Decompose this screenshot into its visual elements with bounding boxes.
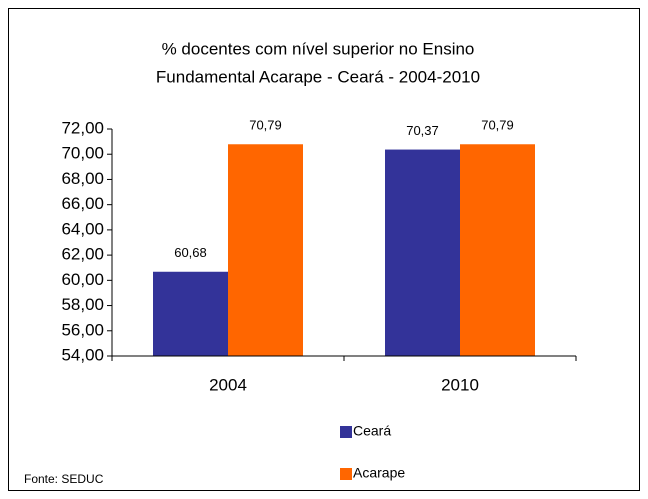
value-label: 70,79 — [249, 118, 282, 133]
chart-title: Fundamental Acarape - Ceará - 2004-2010 — [156, 67, 480, 86]
x-tick-label: 2004 — [209, 375, 247, 394]
legend-label: Acarape — [353, 465, 405, 481]
x-tick-label: 2010 — [441, 375, 479, 394]
y-tick-label: 60,00 — [61, 270, 104, 289]
y-tick-label: 58,00 — [61, 295, 104, 314]
value-label: 70,79 — [481, 118, 514, 133]
y-tick-label: 62,00 — [61, 245, 104, 264]
y-tick-label: 66,00 — [61, 194, 104, 213]
source-note: Fonte: SEDUC — [24, 472, 104, 486]
y-tick-label: 68,00 — [61, 169, 104, 188]
bar — [460, 144, 535, 356]
bar — [153, 271, 228, 356]
y-tick-label: 56,00 — [61, 320, 104, 339]
bar — [228, 144, 303, 356]
value-label: 60,68 — [174, 245, 207, 260]
legend-label: Ceará — [353, 423, 391, 439]
chart-title: % docentes com nível superior no Ensino — [162, 39, 475, 58]
y-tick-label: 70,00 — [61, 144, 104, 163]
y-tick-label: 72,00 — [61, 118, 104, 137]
y-tick-label: 54,00 — [61, 345, 104, 364]
value-label: 70,37 — [406, 123, 439, 138]
legend-swatch — [340, 468, 352, 480]
legend-swatch — [340, 426, 352, 438]
bar — [385, 149, 460, 356]
y-tick-label: 64,00 — [61, 219, 104, 238]
